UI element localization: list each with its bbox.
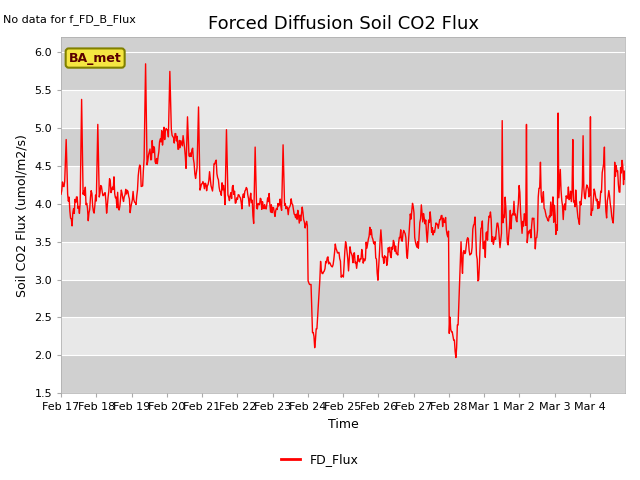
Legend: FD_Flux: FD_Flux xyxy=(276,448,364,471)
Bar xyxy=(61,279,625,317)
Title: Forced Diffusion Soil CO2 Flux: Forced Diffusion Soil CO2 Flux xyxy=(207,15,479,33)
Y-axis label: Soil CO2 Flux (umol/m2/s): Soil CO2 Flux (umol/m2/s) xyxy=(16,134,29,297)
Text: BA_met: BA_met xyxy=(68,51,122,64)
Bar xyxy=(61,128,625,166)
X-axis label: Time: Time xyxy=(328,418,358,431)
Bar xyxy=(61,14,625,90)
Bar xyxy=(61,204,625,242)
Text: No data for f_FD_B_Flux: No data for f_FD_B_Flux xyxy=(3,14,136,25)
Bar xyxy=(61,355,625,393)
